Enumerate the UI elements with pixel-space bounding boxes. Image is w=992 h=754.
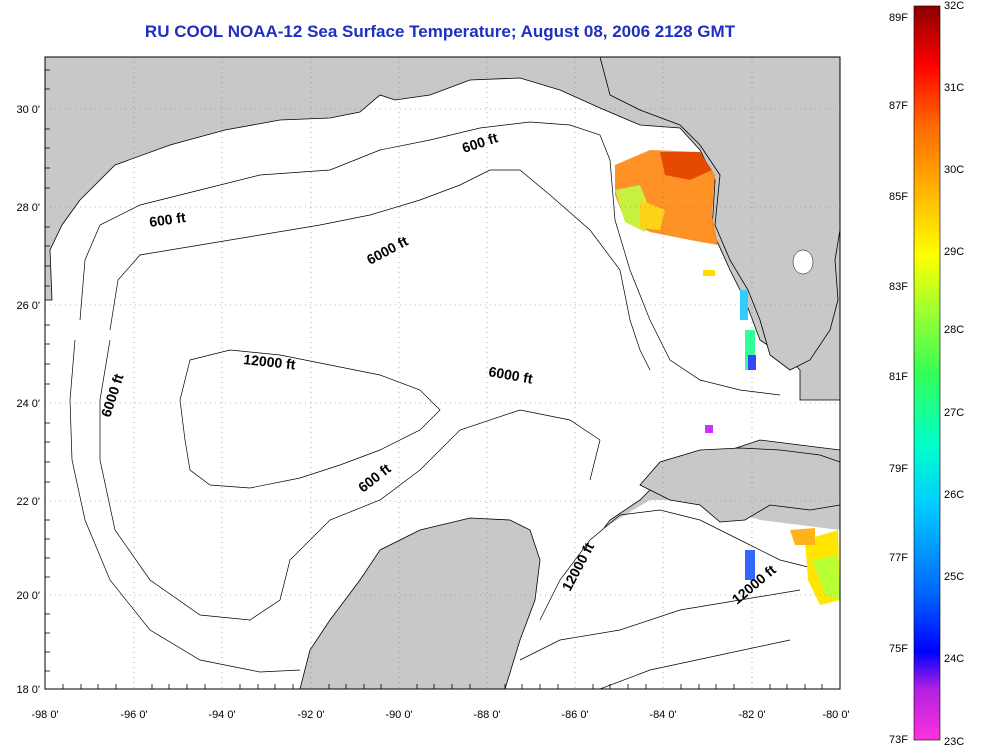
- map-title: RU COOL NOAA-12 Sea Surface Temperature;…: [144, 22, 736, 41]
- y-tick-2: 26 0': [16, 300, 40, 312]
- cb-f-2: 85F: [889, 191, 908, 203]
- y-tick-6: 18 0': [16, 684, 40, 696]
- graticule: [45, 57, 840, 689]
- y-axis-labels: 30 0' 28 0' 26 0' 24 0' 22 0' 20 0' 18 0…: [16, 104, 40, 696]
- y-tick-5: 20 0': [16, 590, 40, 602]
- yucatan-land: [299, 517, 541, 689]
- contour-label-4: 12000 ft: [243, 351, 297, 372]
- contour-caribbean: [519, 509, 821, 689]
- sst-patches: [615, 150, 840, 605]
- x-tick-6: -86 0': [561, 709, 588, 721]
- x-axis-labels: -98 0' -96 0' -94 0' -92 0' -90 0' -88 0…: [31, 709, 849, 721]
- cb-c-1: 31C: [944, 82, 964, 94]
- cb-f-7: 75F: [889, 643, 908, 655]
- caribbean-water: [490, 500, 840, 689]
- cb-c-7: 25C: [944, 571, 964, 583]
- y-tick-0: 30 0': [16, 104, 40, 116]
- cb-c-3: 29C: [944, 246, 964, 258]
- cb-c-9: 23C: [944, 736, 964, 748]
- contour-label-2: 600 ft: [148, 209, 187, 230]
- axis-minor-ticks: [45, 69, 823, 689]
- cb-f-8: 73F: [889, 734, 908, 746]
- cb-c-0: 32C: [944, 0, 964, 12]
- lake-okeechobee: [792, 249, 814, 275]
- cb-c-2: 30C: [944, 164, 964, 176]
- cb-f-3: 83F: [889, 281, 908, 293]
- contour-12000ft: [179, 349, 441, 489]
- map-border: [44, 56, 841, 690]
- x-tick-7: -84 0': [649, 709, 676, 721]
- y-tick-4: 22 0': [16, 496, 40, 508]
- cb-f-1: 87F: [889, 100, 908, 112]
- x-tick-9: -80 0': [822, 709, 849, 721]
- cb-c-8: 24C: [944, 653, 964, 665]
- colorbar: 89F 87F 85F 83F 81F 79F 77F 75F 73F 32C …: [889, 0, 964, 748]
- contour-6000ft: [99, 169, 651, 621]
- cb-f-4: 81F: [889, 371, 908, 383]
- cb-f-6: 77F: [889, 552, 908, 564]
- x-tick-8: -82 0': [738, 709, 765, 721]
- x-tick-1: -96 0': [120, 709, 147, 721]
- x-tick-4: -90 0': [385, 709, 412, 721]
- y-tick-3: 24 0': [16, 398, 40, 410]
- contour-600ft: [69, 121, 781, 673]
- cuba-land: [639, 447, 840, 523]
- x-tick-3: -92 0': [297, 709, 324, 721]
- cb-f-5: 79F: [889, 463, 908, 475]
- cb-c-6: 26C: [944, 489, 964, 501]
- x-tick-2: -94 0': [208, 709, 235, 721]
- cb-c-5: 27C: [944, 407, 964, 419]
- x-tick-5: -88 0': [473, 709, 500, 721]
- gulf-water: [45, 77, 840, 689]
- colorbar-gradient: [913, 5, 941, 741]
- contour-label-5: 6000 ft: [487, 363, 534, 387]
- x-tick-0: -98 0': [31, 709, 58, 721]
- cb-f-0: 89F: [889, 12, 908, 24]
- florida-land: [599, 57, 840, 371]
- cb-c-4: 28C: [944, 324, 964, 336]
- y-tick-1: 28 0': [16, 202, 40, 214]
